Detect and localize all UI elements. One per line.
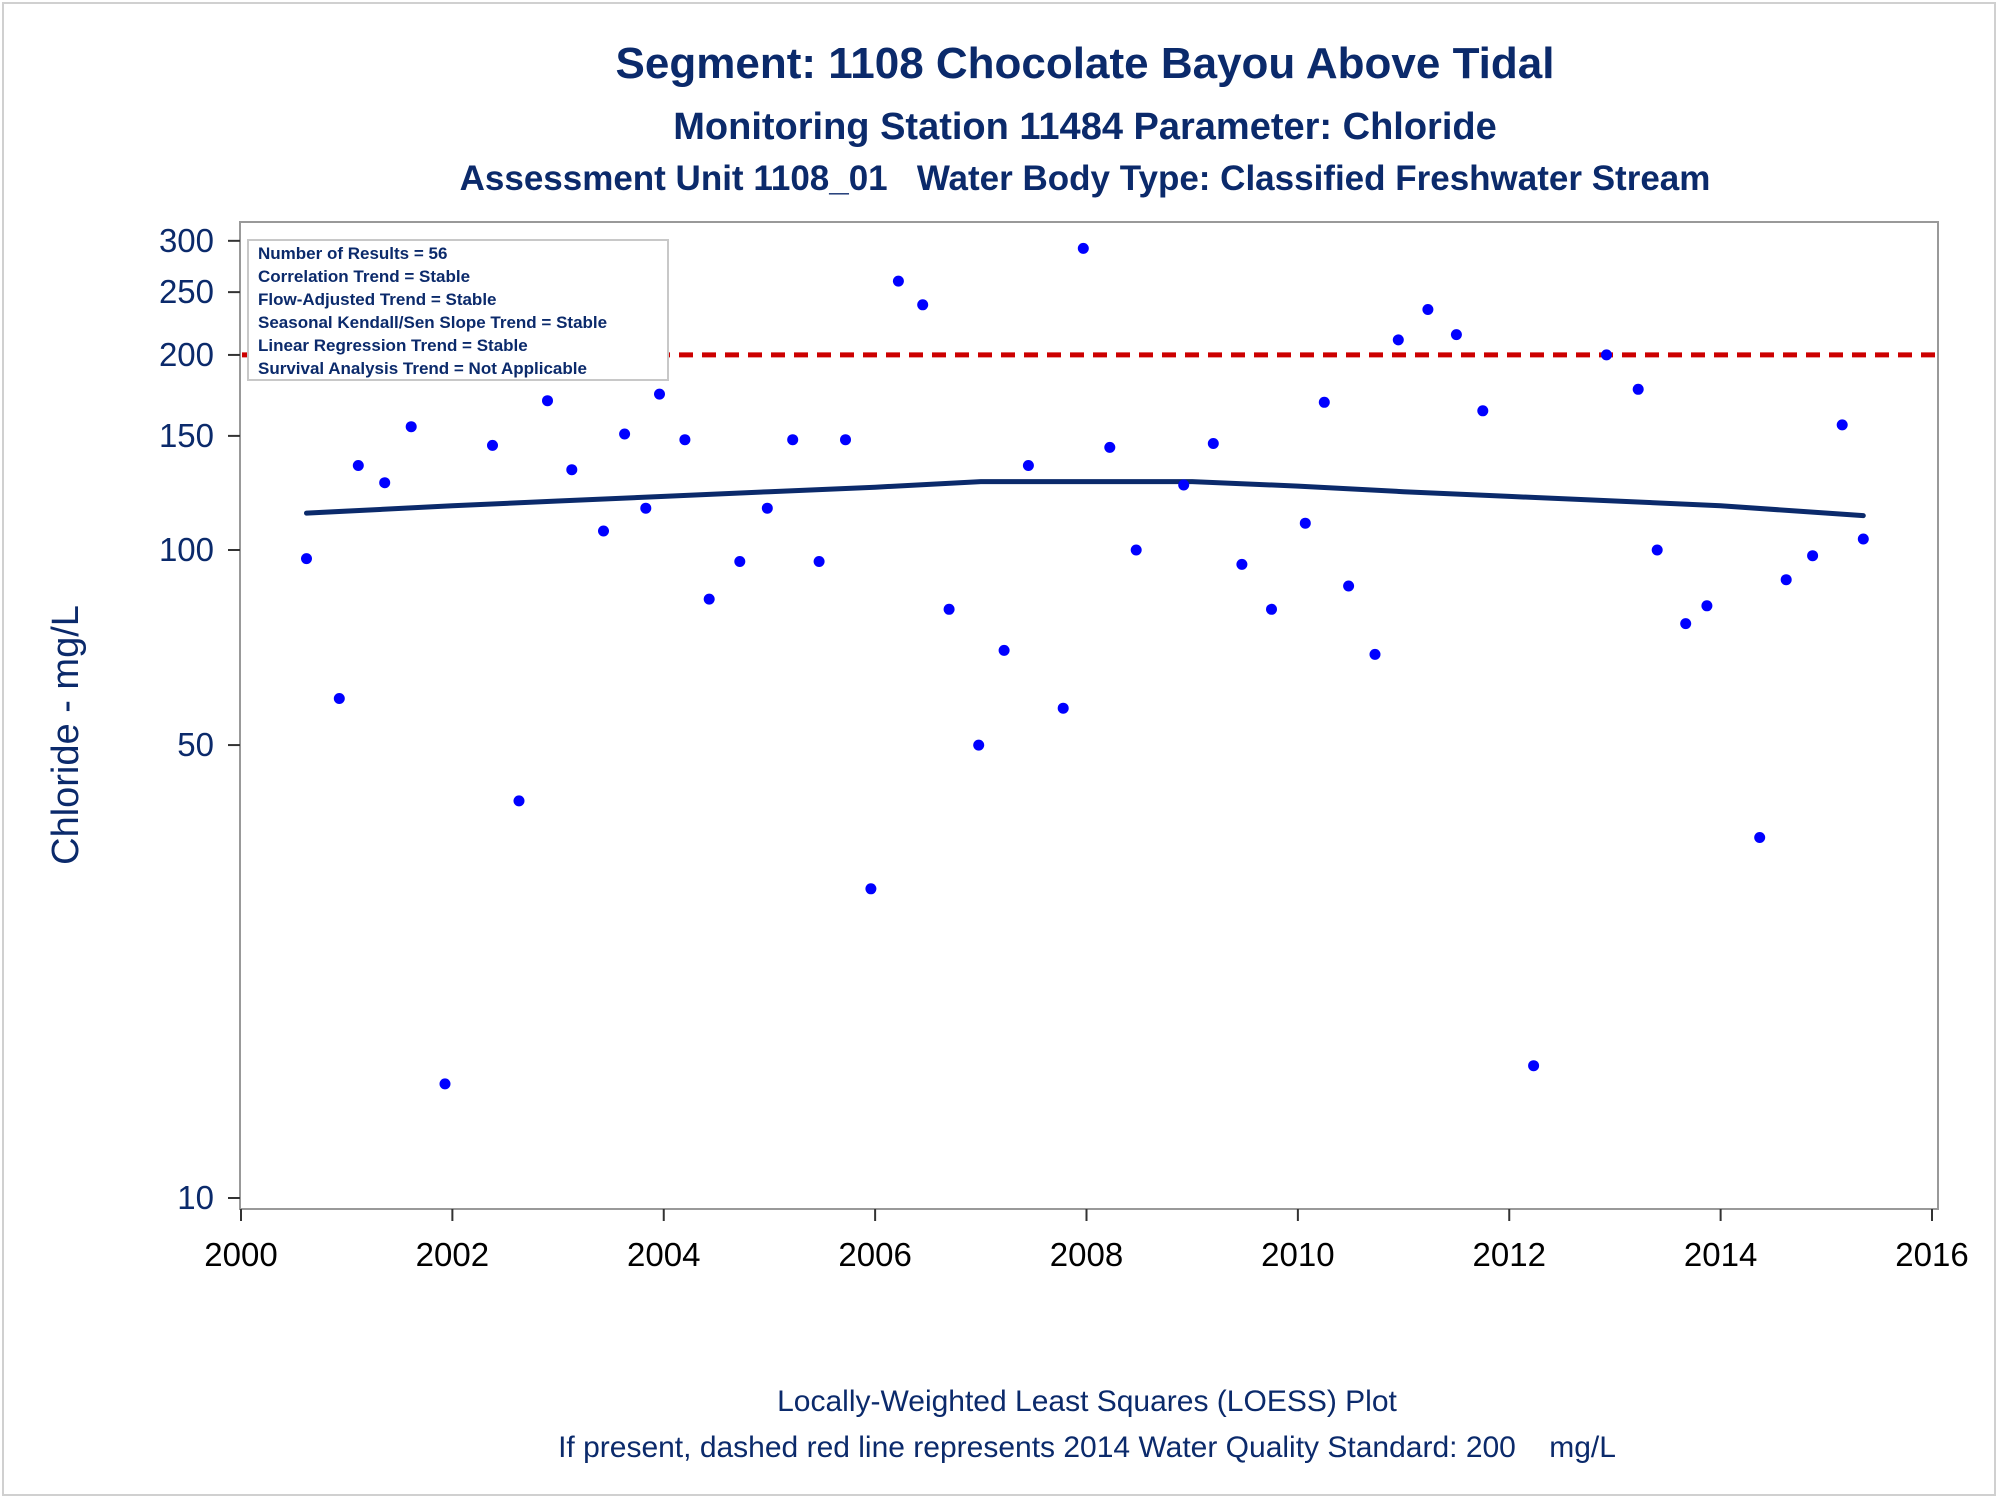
- chart-title: Segment: 1108 Chocolate Bayou Above Tida…: [616, 39, 1555, 88]
- chart-subtitle: Monitoring Station 11484 Parameter: Chlo…: [673, 106, 1497, 148]
- data-point: [487, 439, 498, 451]
- data-point: [352, 460, 364, 471]
- data-point: [619, 428, 631, 440]
- info-box-border: [247, 239, 669, 381]
- data-point: [734, 556, 746, 567]
- data-point: [1680, 618, 1692, 630]
- x-tick-label: 2014: [1684, 1236, 1757, 1273]
- chart-subtitle-2: Assessment Unit 1108_01 Water Body Type:…: [460, 159, 1711, 198]
- info-box: Number of Results = 56 Correlation Trend…: [247, 239, 669, 381]
- data-point: [1701, 600, 1713, 612]
- data-point: [1601, 349, 1612, 361]
- data-point: [1343, 580, 1355, 592]
- data-point: [405, 421, 417, 433]
- data-point: [917, 299, 929, 311]
- data-point: [566, 464, 578, 476]
- data-point: [1369, 648, 1381, 660]
- y-tick-label: 150: [159, 417, 214, 454]
- data-point: [1477, 405, 1489, 417]
- data-point: [679, 434, 691, 446]
- data-point: [1857, 533, 1869, 545]
- info-line-survival: Survival Analysis Trend = Not Applicable: [258, 359, 587, 378]
- y-axis-label: Chloride - mg/L: [45, 605, 87, 865]
- data-point: [1130, 544, 1142, 556]
- data-point: [1450, 329, 1462, 341]
- x-axis: 2000 2002 2004 2006 2008 2010 2012 2014 2016: [204, 1208, 1969, 1273]
- data-point: [1207, 438, 1219, 449]
- info-line-kendall: Seasonal Kendall/Sen Slope Trend = Stabl…: [258, 313, 607, 332]
- x-tick-label: 2016: [1895, 1236, 1968, 1273]
- data-point: [333, 693, 345, 704]
- data-point: [1528, 1060, 1540, 1072]
- x-tick-label: 2006: [838, 1236, 911, 1273]
- info-line-correlation: Correlation Trend = Stable: [258, 267, 470, 286]
- data-point: [513, 795, 525, 807]
- x-tick-label: 2002: [416, 1236, 489, 1273]
- data-point: [1754, 832, 1766, 843]
- data-point: [439, 1078, 451, 1090]
- data-point: [598, 525, 609, 537]
- y-axis: 10 50 100 150 200 250 300: [159, 222, 241, 1216]
- loess-curve: [304, 479, 1866, 519]
- x-tick-label: 2004: [627, 1236, 700, 1273]
- data-point: [1236, 558, 1248, 570]
- loess-curve-group: [304, 479, 1866, 519]
- data-point: [1836, 419, 1848, 431]
- footnote-loess: Locally-Weighted Least Squares (LOESS) P…: [777, 1385, 1397, 1418]
- data-point: [703, 593, 715, 605]
- footnote-standard: If present, dashed red line represents 2…: [558, 1431, 1616, 1464]
- info-line-flow: Flow-Adjusted Trend = Stable: [258, 290, 497, 309]
- x-tick-label: 2000: [204, 1236, 277, 1273]
- y-tick-label: 300: [159, 222, 214, 259]
- data-point: [1422, 304, 1434, 315]
- info-line-results: Number of Results = 56: [258, 244, 447, 263]
- data-point: [1178, 479, 1190, 491]
- y-tick-label: 50: [177, 726, 214, 763]
- data-point: [998, 644, 1010, 656]
- y-tick-label: 10: [177, 1179, 214, 1216]
- x-tick-label: 2010: [1261, 1236, 1334, 1273]
- data-point: [1807, 550, 1819, 562]
- data-point: [1299, 517, 1311, 529]
- data-point: [787, 434, 799, 446]
- data-point: [1392, 334, 1404, 346]
- data-point: [1266, 603, 1277, 615]
- data-point: [813, 556, 825, 567]
- data-point: [1057, 702, 1069, 714]
- data-point: [1632, 383, 1644, 395]
- data-point: [892, 275, 904, 287]
- data-point: [301, 553, 312, 565]
- data-point: [761, 502, 773, 514]
- data-point: [865, 883, 877, 895]
- data-point: [943, 603, 955, 615]
- data-point: [542, 395, 553, 407]
- data-point: [1022, 460, 1034, 471]
- data-point: [654, 388, 665, 400]
- x-tick-label: 2012: [1473, 1236, 1546, 1273]
- data-point: [379, 477, 391, 489]
- y-tick-label: 250: [159, 273, 214, 310]
- data-point: [1104, 441, 1116, 453]
- data-point: [640, 502, 652, 514]
- data-point: [1651, 544, 1663, 556]
- data-point: [1077, 242, 1089, 254]
- y-tick-label: 200: [159, 336, 214, 373]
- plot-area: [239, 221, 1939, 1210]
- x-tick-label: 2008: [1050, 1236, 1123, 1273]
- data-point: [1780, 574, 1792, 586]
- info-line-regression: Linear Regression Trend = Stable: [258, 336, 528, 355]
- data-point: [1318, 396, 1330, 408]
- data-point: [973, 739, 985, 751]
- y-tick-label: 100: [159, 531, 214, 568]
- data-point: [840, 434, 851, 446]
